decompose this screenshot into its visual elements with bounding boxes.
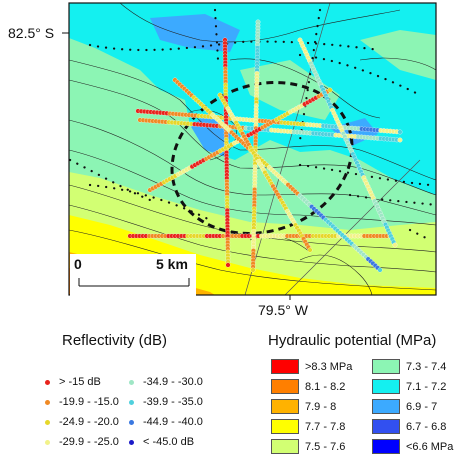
radar-tracks [127,19,403,273]
hydraulic-label: 7.3 - 7.4 [406,360,447,373]
hydraulic-label: 7.5 - 7.6 [305,440,346,453]
hydraulic-legend-item: 6.7 - 6.8 [372,418,446,435]
reflectivity-legend-title: Reflectivity (dB) [62,332,168,349]
hydraulic-label: 6.7 - 6.8 [406,420,447,433]
hydraulic-label: 7.9 - 8 [305,400,337,413]
reflectivity-label: -34.9 - -30.0 [143,376,203,388]
hydraulic-legend-item: 7.1 - 7.2 [372,378,446,395]
hydraulic-potential-surface [69,3,436,295]
reflectivity-label: -39.9 - -35.0 [143,396,203,408]
hydraulic-legend-item: <6.6 MPa [372,438,453,455]
hydraulic-legend-item: 8.1 - 8.2 [271,378,345,395]
reflectivity-swatch [129,399,134,405]
reflectivity-swatch [45,399,50,405]
hydraulic-swatch [372,379,400,394]
hydraulic-label: 7.7 - 7.8 [305,420,346,433]
hydraulic-label: 8.1 - 8.2 [305,380,346,393]
longitude-label: 79.5° W [258,302,308,318]
hydraulic-swatch [271,399,299,414]
hydraulic-swatch [372,419,400,434]
radar-point [392,242,398,248]
reflectivity-swatch [45,439,50,445]
reflectivity-legend-item: -24.9 - -20.0 [45,415,119,429]
radar-point [397,129,403,135]
reflectivity-swatch [129,379,134,385]
hydraulic-swatch [271,439,299,454]
reflectivity-legend-item: -44.9 - -40.0 [129,415,203,429]
radar-point [327,87,333,93]
radar-point [225,262,231,268]
hydraulic-swatch [271,359,299,374]
hydraulic-label: <6.6 MPa [406,440,454,453]
reflectivity-swatch [129,419,134,425]
hydraulic-legend-item: 7.5 - 7.6 [271,438,345,455]
reflectivity-swatch [129,439,134,445]
reflectivity-label: -29.9 - -25.0 [59,436,119,448]
hydraulic-swatch [271,379,299,394]
scale-bar: 0 5 km [70,254,196,296]
hydraulic-label: >8.3 MPa [305,360,353,373]
reflectivity-label: -44.9 - -40.0 [143,416,203,428]
hydraulic-label: 6.9 - 7 [406,400,438,413]
hydraulic-label: 7.1 - 7.2 [406,380,447,393]
reflectivity-label: -19.9 - -15.0 [59,396,119,408]
hydraulic-swatch [372,439,400,454]
radar-point [307,247,313,253]
radar-point [377,267,383,273]
reflectivity-label: -24.9 - -20.0 [59,416,119,428]
reflectivity-legend-item: > -15 dB [45,375,101,389]
hydraulic-legend-item: 7.3 - 7.4 [372,358,446,375]
scale-end-label: 5 km [156,256,188,272]
scale-start-label: 0 [74,256,82,272]
survey-track-dots [69,8,436,242]
radar-point [397,137,403,143]
hydraulic-legend-title: Hydraulic potential (MPa) [268,332,437,349]
hydraulic-legend-item: 7.9 - 8 [271,398,336,415]
reflectivity-legend-item: -29.9 - -25.0 [45,435,119,449]
reflectivity-swatch [45,419,50,425]
reflectivity-legend-item: -39.9 - -35.0 [129,395,203,409]
hydraulic-legend-item: 6.9 - 7 [372,398,437,415]
reflectivity-legend-item: < -45.0 dB [129,435,194,449]
radar-point [250,267,256,273]
reflectivity-legend-item: -19.9 - -15.0 [45,395,119,409]
map-border [68,2,437,296]
hydraulic-swatch [372,399,400,414]
reflectivity-legend-item: -34.9 - -30.0 [129,375,203,389]
hydraulic-legend-item: >8.3 MPa [271,358,352,375]
hydraulic-swatch [271,419,299,434]
hydraulic-swatch [372,359,400,374]
reflectivity-swatch [45,379,50,385]
reflectivity-label: < -45.0 dB [143,436,195,448]
reflectivity-label: > -15 dB [59,376,101,388]
latitude-label: 82.5° S [8,25,55,41]
hydraulic-legend-item: 7.7 - 7.8 [271,418,345,435]
